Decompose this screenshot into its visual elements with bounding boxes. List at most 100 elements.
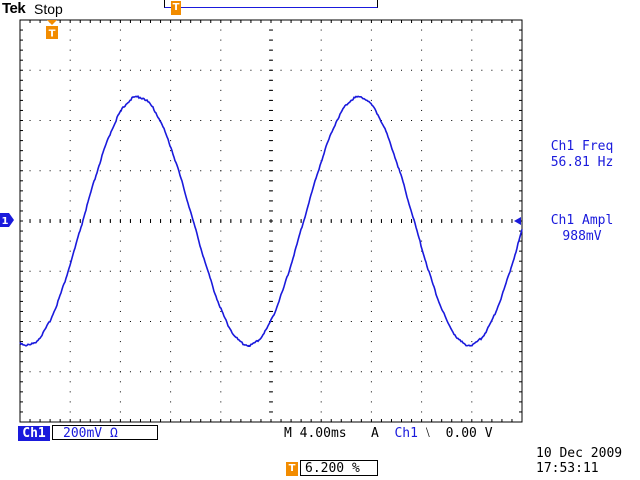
grid-dot (471, 160, 473, 162)
ch1-ground-marker[interactable]: 1 (0, 213, 14, 227)
grid-dot (59, 69, 61, 71)
grid-dot (59, 321, 61, 322)
grid-dot (240, 120, 242, 121)
grid-dot (220, 140, 222, 142)
grid-dot (170, 310, 172, 312)
grid-dot (89, 170, 91, 172)
ch1-freq-label: Ch1 Freq (550, 139, 614, 154)
grid-dot (421, 341, 423, 343)
grid-dot (69, 240, 71, 242)
grid-dot (320, 140, 322, 142)
vertical-scale-box[interactable]: 200mV Ω (52, 425, 158, 441)
grid-dot (411, 371, 413, 373)
grid-dot (260, 270, 262, 272)
grid-dot (160, 270, 162, 272)
grid-dot (220, 240, 222, 242)
grid-dot (471, 270, 473, 272)
grid-dot (401, 270, 403, 272)
grid-dot (370, 39, 372, 41)
grid-dot (170, 401, 172, 403)
grid-dot (441, 270, 443, 272)
grid-dot (170, 260, 172, 262)
grid-dot (240, 170, 242, 172)
grid-dot (39, 120, 41, 121)
grid-dot (481, 371, 483, 373)
ch1-label[interactable]: Ch1 (18, 426, 50, 441)
grid-dot (401, 170, 403, 172)
grid-dot (220, 160, 222, 162)
grid-dot (320, 49, 322, 51)
grid-dot (200, 270, 202, 272)
grid-dot (401, 120, 403, 121)
grid-dot (119, 230, 121, 232)
grid-dot (441, 371, 443, 373)
grid-dot (340, 120, 342, 121)
grid-dot (170, 371, 172, 373)
grid-dot (310, 270, 312, 272)
grid-dot (421, 381, 423, 383)
trigger-level-percent[interactable]: 6.200 % (300, 460, 378, 476)
grid-dot (99, 371, 101, 373)
grid-dot (69, 200, 71, 202)
grid-dot (481, 69, 483, 71)
grid-dot (320, 109, 322, 111)
grid-dot (200, 371, 202, 373)
horizontal-position-marker[interactable]: T (171, 1, 181, 15)
grid-dot (180, 270, 182, 272)
grid-dot (200, 170, 202, 172)
grid-dot (180, 170, 182, 172)
grid-dot (421, 230, 423, 232)
ch1-ampl-label: Ch1 Ampl (550, 213, 614, 228)
grid-dot (59, 170, 61, 172)
grid-dot (330, 270, 332, 272)
grid-dot (220, 200, 222, 202)
grid-dot (29, 321, 31, 322)
trigger-info[interactable]: A Ch1 ⧵ 0.00 V (371, 426, 493, 441)
grid-dot (220, 130, 222, 132)
grid-dot (370, 170, 372, 172)
grid-dot (280, 120, 282, 121)
grid-dot (119, 140, 121, 142)
grid-dot (220, 69, 222, 71)
grid-dot (451, 321, 453, 322)
graticule-grid (19, 19, 523, 423)
grid-dot (310, 371, 312, 373)
grid-dot (200, 120, 202, 121)
grid-dot (501, 170, 503, 172)
grid-dot (119, 290, 121, 292)
grid-dot (300, 270, 302, 272)
grid-dot (360, 371, 362, 373)
grid-dot (170, 130, 172, 132)
grid-dot (421, 310, 423, 312)
grid-dot (29, 270, 31, 272)
grid-dot (170, 120, 172, 121)
grid-dot (119, 280, 121, 282)
grid-dot (471, 130, 473, 132)
grid-dot (280, 69, 282, 71)
grid-dot (79, 120, 81, 121)
grid-dot (421, 361, 423, 363)
grid-dot (471, 250, 473, 252)
grid-dot (471, 391, 473, 393)
trigger-position-icon[interactable]: T (46, 20, 58, 40)
grid-dot (89, 69, 91, 71)
grid-dot (79, 371, 81, 373)
timebase-readout[interactable]: M 4.00ms (284, 426, 347, 441)
grid-dot (139, 321, 141, 322)
grid-dot (129, 371, 131, 373)
grid-dot (431, 120, 433, 121)
grid-dot (421, 69, 423, 71)
grid-dot (119, 310, 121, 312)
grid-dot (180, 371, 182, 373)
grid-dot (390, 371, 392, 373)
grid-dot (370, 240, 372, 242)
grid-dot (421, 300, 423, 302)
grid-dot (170, 250, 172, 252)
grid-dot (220, 210, 222, 212)
grid-dot (320, 79, 322, 81)
grid-dot (69, 321, 71, 322)
grid-dot (89, 321, 91, 322)
grid-dot (421, 240, 423, 242)
grid-dot (290, 120, 292, 121)
grid-dot (300, 321, 302, 322)
